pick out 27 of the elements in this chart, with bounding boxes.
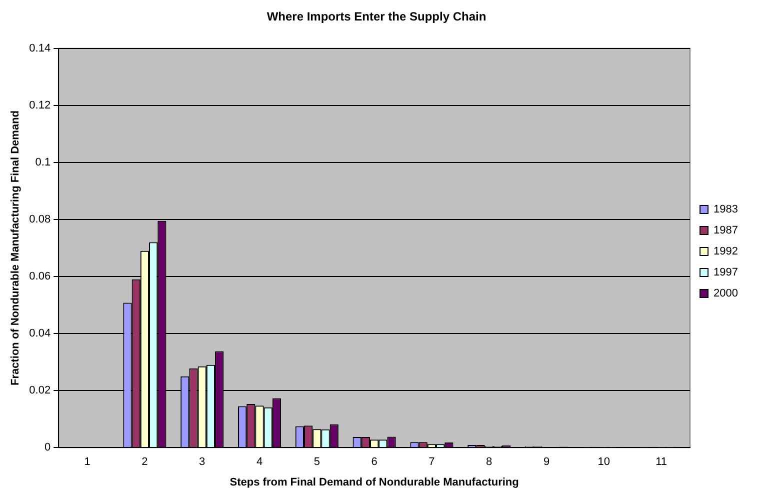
y-tick-label: 0.04 — [29, 328, 51, 340]
legend-label: 1992 — [714, 246, 738, 258]
y-tick-label: 0.06 — [29, 270, 51, 283]
y-axis-title: Fraction of Nondurable Manufacturing Final Demand — [10, 110, 22, 386]
x-tick-label: 9 — [543, 456, 550, 468]
chart-title: Where Imports Enter the Supply Chain — [266, 10, 486, 24]
x-tick-label: 4 — [256, 456, 263, 468]
legend-label: 1997 — [714, 266, 738, 279]
x-axis-title: Steps from Final Demand of Nondurable Manufacturing — [230, 476, 519, 488]
x-tick-label: 6 — [371, 456, 378, 468]
y-tick-label: 0.1 — [35, 156, 51, 168]
x-tick-label: 8 — [486, 456, 492, 468]
y-tick-label: 0 — [44, 442, 51, 454]
legend-label: 1987 — [714, 224, 738, 237]
x-tick-label: 1 — [84, 456, 90, 468]
x-tick-label: 7 — [428, 456, 435, 468]
y-tick-label: 0.02 — [29, 384, 51, 397]
y-tick-label: 0.14 — [29, 42, 51, 54]
legend-label: 2000 — [714, 288, 738, 300]
y-tick-label: 0.12 — [29, 99, 51, 112]
y-tick-label: 0.08 — [29, 214, 51, 226]
x-tick-label: 11 — [656, 456, 668, 468]
legend-label: 1983 — [714, 204, 738, 216]
x-tick-label: 3 — [199, 456, 206, 468]
x-tick-label: 2 — [142, 456, 148, 468]
x-tick-label: 10 — [598, 456, 610, 468]
x-tick-label: 5 — [314, 456, 320, 468]
